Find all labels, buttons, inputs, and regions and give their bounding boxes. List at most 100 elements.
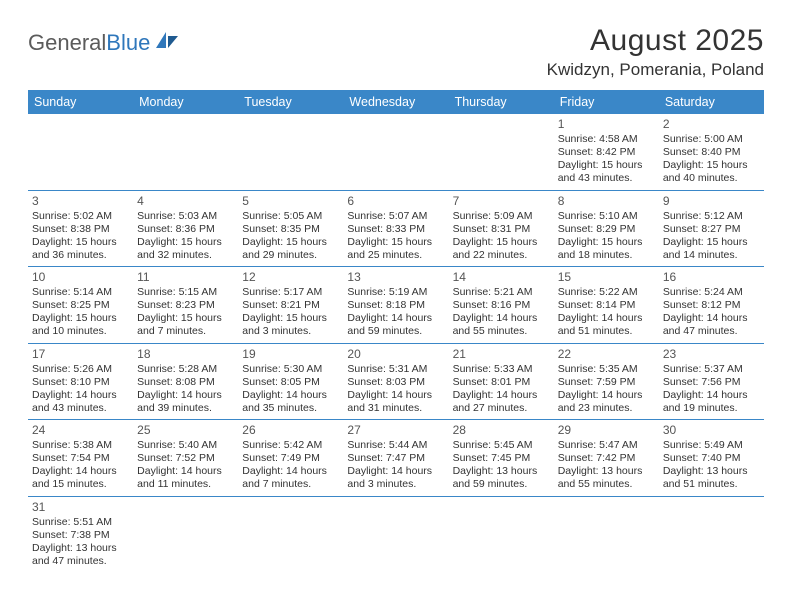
sunset-text: Sunset: 8:33 PM: [347, 223, 444, 236]
sunset-text: Sunset: 7:40 PM: [663, 452, 760, 465]
sunset-text: Sunset: 8:18 PM: [347, 299, 444, 312]
sunrise-text: Sunrise: 5:17 AM: [242, 286, 339, 299]
sunrise-text: Sunrise: 5:09 AM: [453, 210, 550, 223]
header: GeneralBlue August 2025 Kwidzyn, Pomeran…: [28, 24, 764, 80]
daylight-text: Daylight: 14 hours and 55 minutes.: [453, 312, 550, 338]
daylight-text: Daylight: 15 hours and 7 minutes.: [137, 312, 234, 338]
daylight-text: Daylight: 14 hours and 39 minutes.: [137, 389, 234, 415]
calendar-cell: 21Sunrise: 5:33 AMSunset: 8:01 PMDayligh…: [449, 343, 554, 420]
daylight-text: Daylight: 14 hours and 51 minutes.: [558, 312, 655, 338]
sunset-text: Sunset: 8:16 PM: [453, 299, 550, 312]
sunrise-text: Sunrise: 5:49 AM: [663, 439, 760, 452]
day-number: 15: [558, 270, 655, 285]
sunset-text: Sunset: 7:52 PM: [137, 452, 234, 465]
sunrise-text: Sunrise: 5:14 AM: [32, 286, 129, 299]
sunset-text: Sunset: 8:31 PM: [453, 223, 550, 236]
sunrise-text: Sunrise: 5:24 AM: [663, 286, 760, 299]
daylight-text: Daylight: 14 hours and 47 minutes.: [663, 312, 760, 338]
day-number: 21: [453, 347, 550, 362]
day-number: 8: [558, 194, 655, 209]
day-number: 30: [663, 423, 760, 438]
calendar-week: 1Sunrise: 4:58 AMSunset: 8:42 PMDaylight…: [28, 114, 764, 190]
calendar-cell: [28, 114, 133, 190]
daylight-text: Daylight: 13 hours and 51 minutes.: [663, 465, 760, 491]
daylight-text: Daylight: 14 hours and 35 minutes.: [242, 389, 339, 415]
daylight-text: Daylight: 13 hours and 59 minutes.: [453, 465, 550, 491]
calendar-cell: 26Sunrise: 5:42 AMSunset: 7:49 PMDayligh…: [238, 420, 343, 497]
calendar-cell: 15Sunrise: 5:22 AMSunset: 8:14 PMDayligh…: [554, 267, 659, 344]
day-number: 6: [347, 194, 444, 209]
sunset-text: Sunset: 8:23 PM: [137, 299, 234, 312]
calendar-cell: 31Sunrise: 5:51 AMSunset: 7:38 PMDayligh…: [28, 496, 133, 572]
calendar-cell: [343, 114, 448, 190]
daylight-text: Daylight: 15 hours and 36 minutes.: [32, 236, 129, 262]
location: Kwidzyn, Pomerania, Poland: [547, 60, 764, 80]
sunrise-text: Sunrise: 5:02 AM: [32, 210, 129, 223]
calendar-cell: 29Sunrise: 5:47 AMSunset: 7:42 PMDayligh…: [554, 420, 659, 497]
sunrise-text: Sunrise: 5:03 AM: [137, 210, 234, 223]
daylight-text: Daylight: 15 hours and 43 minutes.: [558, 159, 655, 185]
calendar-cell: 12Sunrise: 5:17 AMSunset: 8:21 PMDayligh…: [238, 267, 343, 344]
calendar-week: 31Sunrise: 5:51 AMSunset: 7:38 PMDayligh…: [28, 496, 764, 572]
day-number: 2: [663, 117, 760, 132]
daylight-text: Daylight: 15 hours and 29 minutes.: [242, 236, 339, 262]
daylight-text: Daylight: 14 hours and 27 minutes.: [453, 389, 550, 415]
day-number: 25: [137, 423, 234, 438]
sunset-text: Sunset: 8:21 PM: [242, 299, 339, 312]
calendar-cell: 7Sunrise: 5:09 AMSunset: 8:31 PMDaylight…: [449, 190, 554, 267]
calendar-cell: 1Sunrise: 4:58 AMSunset: 8:42 PMDaylight…: [554, 114, 659, 190]
sunrise-text: Sunrise: 5:30 AM: [242, 363, 339, 376]
calendar-table: SundayMondayTuesdayWednesdayThursdayFrid…: [28, 90, 764, 572]
calendar-cell: [343, 496, 448, 572]
sunset-text: Sunset: 8:40 PM: [663, 146, 760, 159]
calendar-cell: [133, 114, 238, 190]
calendar-cell: 13Sunrise: 5:19 AMSunset: 8:18 PMDayligh…: [343, 267, 448, 344]
day-header: Tuesday: [238, 90, 343, 114]
calendar-week: 24Sunrise: 5:38 AMSunset: 7:54 PMDayligh…: [28, 420, 764, 497]
day-number: 28: [453, 423, 550, 438]
calendar-cell: [238, 496, 343, 572]
daylight-text: Daylight: 14 hours and 43 minutes.: [32, 389, 129, 415]
title-block: August 2025 Kwidzyn, Pomerania, Poland: [547, 24, 764, 80]
calendar-page: GeneralBlue August 2025 Kwidzyn, Pomeran…: [0, 0, 792, 596]
sunset-text: Sunset: 7:45 PM: [453, 452, 550, 465]
daylight-text: Daylight: 15 hours and 25 minutes.: [347, 236, 444, 262]
sunrise-text: Sunrise: 5:31 AM: [347, 363, 444, 376]
calendar-cell: [449, 496, 554, 572]
day-number: 1: [558, 117, 655, 132]
daylight-text: Daylight: 15 hours and 22 minutes.: [453, 236, 550, 262]
calendar-body: 1Sunrise: 4:58 AMSunset: 8:42 PMDaylight…: [28, 114, 764, 572]
sunset-text: Sunset: 7:47 PM: [347, 452, 444, 465]
calendar-week: 10Sunrise: 5:14 AMSunset: 8:25 PMDayligh…: [28, 267, 764, 344]
calendar-cell: 27Sunrise: 5:44 AMSunset: 7:47 PMDayligh…: [343, 420, 448, 497]
sunrise-text: Sunrise: 5:12 AM: [663, 210, 760, 223]
sunset-text: Sunset: 8:42 PM: [558, 146, 655, 159]
day-header: Wednesday: [343, 90, 448, 114]
sunset-text: Sunset: 7:59 PM: [558, 376, 655, 389]
day-number: 12: [242, 270, 339, 285]
day-header: Monday: [133, 90, 238, 114]
day-header: Sunday: [28, 90, 133, 114]
sunrise-text: Sunrise: 5:00 AM: [663, 133, 760, 146]
sunset-text: Sunset: 8:35 PM: [242, 223, 339, 236]
calendar-cell: [449, 114, 554, 190]
day-number: 23: [663, 347, 760, 362]
day-number: 26: [242, 423, 339, 438]
calendar-week: 17Sunrise: 5:26 AMSunset: 8:10 PMDayligh…: [28, 343, 764, 420]
calendar-cell: 10Sunrise: 5:14 AMSunset: 8:25 PMDayligh…: [28, 267, 133, 344]
calendar-cell: 22Sunrise: 5:35 AMSunset: 7:59 PMDayligh…: [554, 343, 659, 420]
day-number: 16: [663, 270, 760, 285]
daylight-text: Daylight: 15 hours and 40 minutes.: [663, 159, 760, 185]
sunset-text: Sunset: 8:01 PM: [453, 376, 550, 389]
daylight-text: Daylight: 14 hours and 59 minutes.: [347, 312, 444, 338]
sunrise-text: Sunrise: 5:35 AM: [558, 363, 655, 376]
daylight-text: Daylight: 14 hours and 15 minutes.: [32, 465, 129, 491]
calendar-cell: 11Sunrise: 5:15 AMSunset: 8:23 PMDayligh…: [133, 267, 238, 344]
calendar-cell: [554, 496, 659, 572]
sunset-text: Sunset: 8:29 PM: [558, 223, 655, 236]
calendar-cell: 3Sunrise: 5:02 AMSunset: 8:38 PMDaylight…: [28, 190, 133, 267]
daylight-text: Daylight: 15 hours and 14 minutes.: [663, 236, 760, 262]
daylight-text: Daylight: 15 hours and 3 minutes.: [242, 312, 339, 338]
daylight-text: Daylight: 14 hours and 31 minutes.: [347, 389, 444, 415]
day-number: 14: [453, 270, 550, 285]
